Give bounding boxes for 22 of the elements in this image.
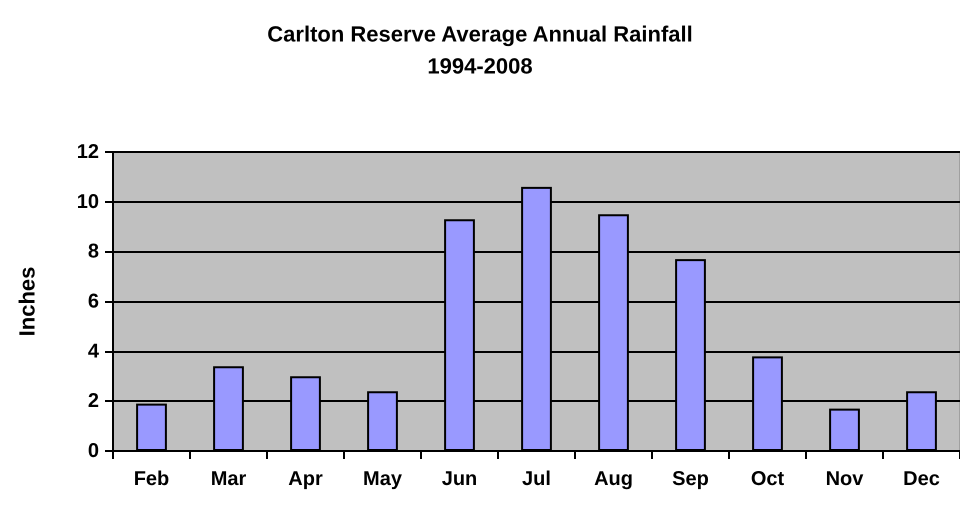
x-tick-label: Mar xyxy=(210,468,246,490)
y-tick-label: 8 xyxy=(88,240,99,263)
x-tick-label: Apr xyxy=(288,468,323,490)
x-tick-label: May xyxy=(363,468,403,490)
chart-subtitle: 1994-2008 xyxy=(427,54,533,78)
x-tick-label: Jun xyxy=(442,468,478,490)
y-axis-title: Inches xyxy=(14,266,40,336)
x-tick-label: Jul xyxy=(522,468,551,490)
x-tick-label: Nov xyxy=(826,468,864,490)
chart-title: Carlton Reserve Average Annual Rainfall xyxy=(267,22,693,46)
x-tick-label: Aug xyxy=(594,468,633,490)
y-tick-label: 0 xyxy=(88,440,99,462)
y-tick-label: 2 xyxy=(88,390,99,412)
x-tick-label: Oct xyxy=(750,468,785,490)
x-tick-label: Feb xyxy=(134,468,170,490)
x-tick-label: Dec xyxy=(903,468,940,490)
bar xyxy=(829,408,860,451)
y-tick-label: 6 xyxy=(88,290,99,312)
y-tick-label: 4 xyxy=(88,340,100,362)
x-tick-label: Sep xyxy=(672,468,709,490)
y-tick-label: 10 xyxy=(76,190,99,213)
y-tick-label: 12 xyxy=(76,141,99,163)
